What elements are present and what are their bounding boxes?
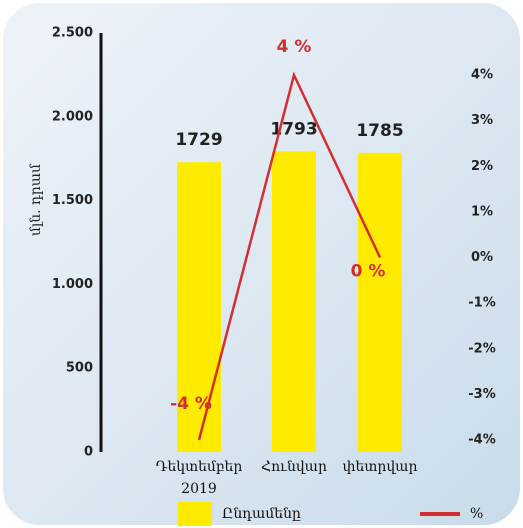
y-tick-label: 1.500 <box>52 193 93 208</box>
bar-value-label: 1785 <box>356 121 403 141</box>
legend-label: % <box>470 506 483 522</box>
y2-tick-label: 3% <box>471 113 493 128</box>
line-value-label: -4 % <box>170 394 212 414</box>
y-axis-label: մլն. դրամ <box>28 163 44 236</box>
y-tick-label: 0 <box>84 445 93 460</box>
y2-tick-label: -2% <box>468 341 495 356</box>
line-value-label: 0 % <box>351 262 386 282</box>
x-tick-label: Հունվար <box>261 459 327 475</box>
y-tick-label: 500 <box>66 361 93 376</box>
y2-tick-label: 1% <box>471 204 493 219</box>
y2-tick-label: -3% <box>468 387 495 402</box>
legend-label: Ընդամենը <box>222 506 301 522</box>
y2-tick-label: -4% <box>468 433 495 448</box>
y-tick-label: 2.000 <box>52 109 93 124</box>
bar <box>177 162 221 452</box>
y2-tick-label: 4% <box>471 68 493 83</box>
line <box>197 71 382 441</box>
y2-tick-label: 0% <box>471 250 493 265</box>
y2-tick-label: 2% <box>471 159 493 174</box>
line-value-label: 4 % <box>277 37 312 57</box>
y-tick-label: 1.000 <box>52 277 93 292</box>
y2-tick-label: -1% <box>468 296 495 311</box>
x-tick-label: Դեկտեմբեր 2019 <box>156 459 243 497</box>
bar-value-label: 1729 <box>175 130 222 150</box>
legend-swatch <box>178 502 212 526</box>
bar <box>358 152 402 453</box>
x-tick-label: փետրվար <box>343 459 418 475</box>
y-tick-label: 2.500 <box>52 26 93 41</box>
bar <box>272 151 316 452</box>
